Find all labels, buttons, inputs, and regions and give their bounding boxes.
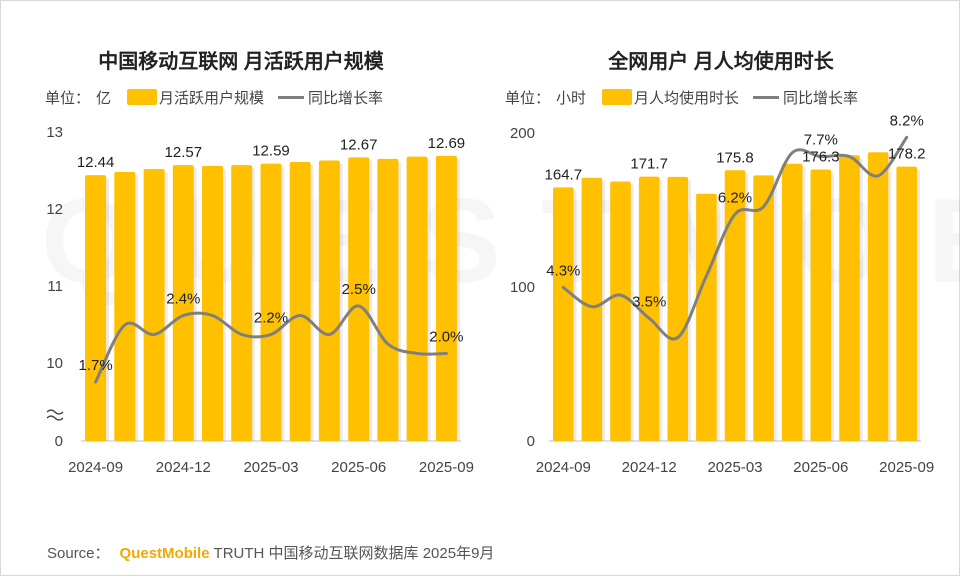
growth-rate-label: 2.2% bbox=[254, 310, 288, 327]
bar-value-label: 12.67 bbox=[340, 136, 378, 153]
y-tick-label: 11 bbox=[47, 278, 63, 295]
bar bbox=[85, 175, 107, 441]
y-tick-label: 12 bbox=[46, 201, 63, 218]
x-tick-label: 2025-06 bbox=[331, 459, 386, 476]
x-tick-label: 2025-09 bbox=[419, 459, 474, 476]
y-tick-label: 100 bbox=[510, 279, 535, 296]
x-tick-label: 2024-09 bbox=[536, 459, 591, 476]
legend-bar-label: 月人均使用时长 bbox=[634, 89, 740, 107]
bar bbox=[781, 163, 803, 442]
bar bbox=[867, 152, 889, 442]
unit-label: 单位： 亿 bbox=[45, 87, 111, 108]
bar-value-label: 171.7 bbox=[630, 156, 668, 173]
bar-value-label: 164.7 bbox=[545, 166, 583, 183]
bar-value-label: 12.57 bbox=[165, 144, 203, 161]
bar bbox=[114, 172, 136, 441]
bar bbox=[231, 165, 253, 441]
bar bbox=[839, 155, 860, 442]
y-tick-label: 10 bbox=[46, 355, 63, 372]
legend: 单位： 小时 月人均使用时长 同比增长率 bbox=[505, 87, 858, 107]
x-tick-label: 2025-03 bbox=[707, 459, 762, 476]
unit-prefix: 单位： bbox=[505, 89, 551, 107]
bar bbox=[610, 181, 631, 441]
growth-rate-label: 6.2% bbox=[718, 189, 752, 206]
legend-bar-swatch bbox=[127, 89, 158, 105]
x-tick-label: 2025-06 bbox=[793, 459, 848, 476]
growth-rate-line bbox=[561, 135, 909, 341]
brand-name: QuestMobile bbox=[119, 545, 210, 562]
unit-prefix: 单位： bbox=[45, 89, 91, 107]
bar-value-label: 175.8 bbox=[716, 149, 754, 166]
growth-rate-label: 8.2% bbox=[890, 112, 924, 129]
growth-rate-label: 2.4% bbox=[166, 291, 200, 308]
growth-rate-line bbox=[94, 304, 448, 384]
bar bbox=[638, 176, 660, 441]
x-tick-label: 2025-03 bbox=[243, 459, 298, 476]
growth-rate-label: 7.7% bbox=[804, 132, 838, 149]
bar-value-label: 12.69 bbox=[428, 135, 466, 152]
bar-value-label: 176.3 bbox=[802, 149, 840, 166]
plot-area: 0 10 11 12 13 12.44 12.57 12.59 12.67 12.69 1.7% 2.… bbox=[46, 124, 474, 476]
source-text: TRUTH 中国移动互联网数据库 2025年9月 bbox=[213, 545, 495, 562]
bar bbox=[435, 155, 457, 441]
bar bbox=[406, 156, 428, 441]
unit-label: 单位： 小时 bbox=[505, 87, 586, 108]
bar-value-label: 178.2 bbox=[888, 146, 926, 163]
legend-line-swatch bbox=[753, 95, 780, 99]
bar-value-label: 12.44 bbox=[77, 154, 115, 171]
bar bbox=[896, 166, 917, 441]
legend-line-swatch bbox=[278, 95, 305, 99]
legend-line-label: 同比增长率 bbox=[783, 89, 859, 107]
unit-value: 亿 bbox=[96, 89, 112, 107]
bar bbox=[260, 163, 282, 441]
growth-rate-label: 3.5% bbox=[632, 293, 666, 310]
bar bbox=[753, 175, 774, 441]
unit-value: 小时 bbox=[556, 89, 587, 107]
growth-rate-label: 2.0% bbox=[429, 329, 463, 346]
bar bbox=[289, 162, 311, 441]
legend-line-label: 同比增长率 bbox=[308, 89, 384, 107]
x-tick-label: 2024-12 bbox=[622, 459, 677, 476]
legend-bar-swatch bbox=[602, 89, 633, 105]
bar-value-label: 12.59 bbox=[252, 143, 290, 160]
x-tick-label: 2025-09 bbox=[879, 459, 934, 476]
bar bbox=[202, 165, 223, 441]
bar bbox=[724, 170, 746, 442]
chart-title: 中国移动互联网 月活跃用户规模 bbox=[98, 51, 384, 73]
x-tick-label: 2024-09 bbox=[68, 459, 123, 476]
bar bbox=[143, 169, 165, 441]
bar bbox=[553, 187, 574, 441]
chart-title: 全网用户 月人均使用时长 bbox=[608, 51, 834, 73]
x-tick-label: 2024-12 bbox=[156, 459, 211, 476]
y-tick-label: 200 bbox=[510, 125, 535, 142]
bar bbox=[318, 160, 340, 441]
bar bbox=[172, 165, 194, 441]
axis-break-icon bbox=[46, 409, 64, 421]
bar bbox=[377, 158, 399, 441]
plot-area: 0 100 200 164.7 171.7 175.8 176.3 178.2 4.3% 3.5%… bbox=[510, 112, 934, 476]
bar bbox=[810, 169, 832, 441]
bar bbox=[667, 176, 689, 441]
bar bbox=[581, 177, 603, 441]
source-label: Source： bbox=[47, 545, 110, 562]
y-tick-label: 0 bbox=[55, 433, 63, 450]
y-tick-label: 13 bbox=[46, 124, 63, 141]
y-tick-label: 0 bbox=[527, 433, 535, 450]
legend: 单位： 亿 月活跃用户规模 同比增长率 bbox=[45, 87, 383, 107]
growth-rate-label: 4.3% bbox=[546, 263, 580, 280]
growth-rate-label: 1.7% bbox=[78, 357, 112, 374]
source-footer: Source： QuestMobile TRUTH 中国移动互联网数据库 2025年… bbox=[47, 542, 494, 563]
growth-rate-label: 2.5% bbox=[342, 281, 376, 298]
bar bbox=[696, 193, 717, 441]
chart-monthly-active-users: 中国移动互联网 月活跃用户规模 单位： 亿 月活跃用户规模 同比增长率 0 10 11… bbox=[1, 1, 481, 521]
chart-usage-time: 全网用户 月人均使用时长 单位： 小时 月人均使用时长 同比增长率 0 100 200… bbox=[481, 1, 960, 521]
bar bbox=[348, 157, 370, 441]
legend-bar-label: 月活跃用户规模 bbox=[159, 89, 265, 107]
